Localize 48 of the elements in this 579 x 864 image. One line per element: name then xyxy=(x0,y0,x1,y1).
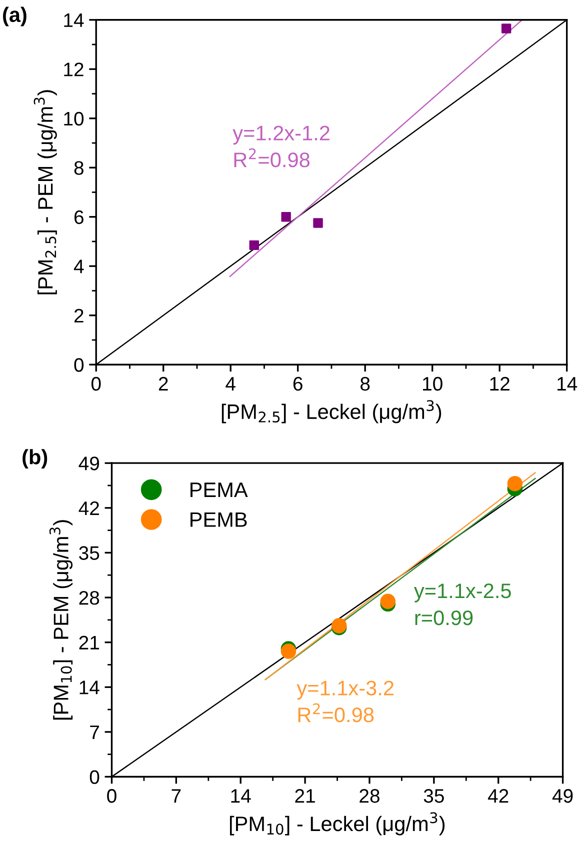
chart-title: (b) xyxy=(22,449,48,469)
legend-label: PEMB xyxy=(190,512,247,527)
x-tick-label: 4 xyxy=(226,377,236,391)
annotation: y=1.1x-3.2 R$^{2}$=0.98 xyxy=(296,680,394,722)
x-tick-label: 14 xyxy=(231,789,251,803)
x-tick-label: 2 xyxy=(158,376,168,391)
y-tick-label: 2 xyxy=(74,308,84,322)
y-tick-label: 7 xyxy=(90,726,99,739)
y-tick-label: 12 xyxy=(64,62,84,76)
x-tick-label: 28 xyxy=(360,789,380,803)
x-tick-label: 42 xyxy=(488,789,508,803)
y-tick-label: 6 xyxy=(74,210,84,224)
y-tick-label: 35 xyxy=(79,546,100,560)
y-tick-label: 21 xyxy=(79,636,99,650)
legend-label: PEMA xyxy=(190,482,248,497)
y-axis-title: [PM$_{10}$] - PEM (μg/m$^{3}$) xyxy=(49,520,73,720)
annotation: y=1.1x-2.5 r=0.99 xyxy=(414,583,511,626)
x-tick-label: 35 xyxy=(424,789,444,803)
x-tick-label: 14 xyxy=(558,377,578,391)
y-tick-label: 14 xyxy=(80,680,100,694)
y-tick-label: 0 xyxy=(74,358,84,372)
x-tick-label: 10 xyxy=(423,376,442,391)
x-tick-label: 8 xyxy=(360,376,370,391)
x-tick-label: 7 xyxy=(172,789,181,803)
point xyxy=(507,476,523,492)
chart-title: (a) xyxy=(3,6,26,26)
y-axis-title: [PM$_{2.5}$] - PEM (μg/m$^{3}$) xyxy=(34,90,57,294)
x-axis-title: [PM$_{2.5}$] - Leckel (μg/m$^{3}$) xyxy=(222,400,442,424)
point xyxy=(501,24,512,34)
point xyxy=(249,240,260,250)
y-tick-label: 4 xyxy=(74,260,84,274)
y-tick-label: 8 xyxy=(74,161,84,175)
x-tick-label: 21 xyxy=(295,789,315,803)
point xyxy=(313,218,323,228)
point xyxy=(281,212,291,222)
x-tick-label: 6 xyxy=(293,376,302,391)
y-tick-label: 10 xyxy=(64,112,84,126)
x-tick-label: 12 xyxy=(490,376,510,391)
y-tick-label: 28 xyxy=(79,590,100,605)
y-tick-label: 14 xyxy=(64,14,84,27)
x-axis-title: [PM$_{10}$] - Leckel (μg/m$^{3}$) xyxy=(230,812,445,836)
point xyxy=(380,594,396,609)
annotation: y=1.2x-1.2 R$^{2}$=0.98 xyxy=(232,126,330,168)
x-tick-label: 0 xyxy=(107,789,116,803)
y-tick-label: 42 xyxy=(78,501,99,515)
x-tick-label: 49 xyxy=(552,789,573,803)
y-tick-label: 49 xyxy=(78,456,100,470)
y-tick-label: 0 xyxy=(90,770,100,784)
